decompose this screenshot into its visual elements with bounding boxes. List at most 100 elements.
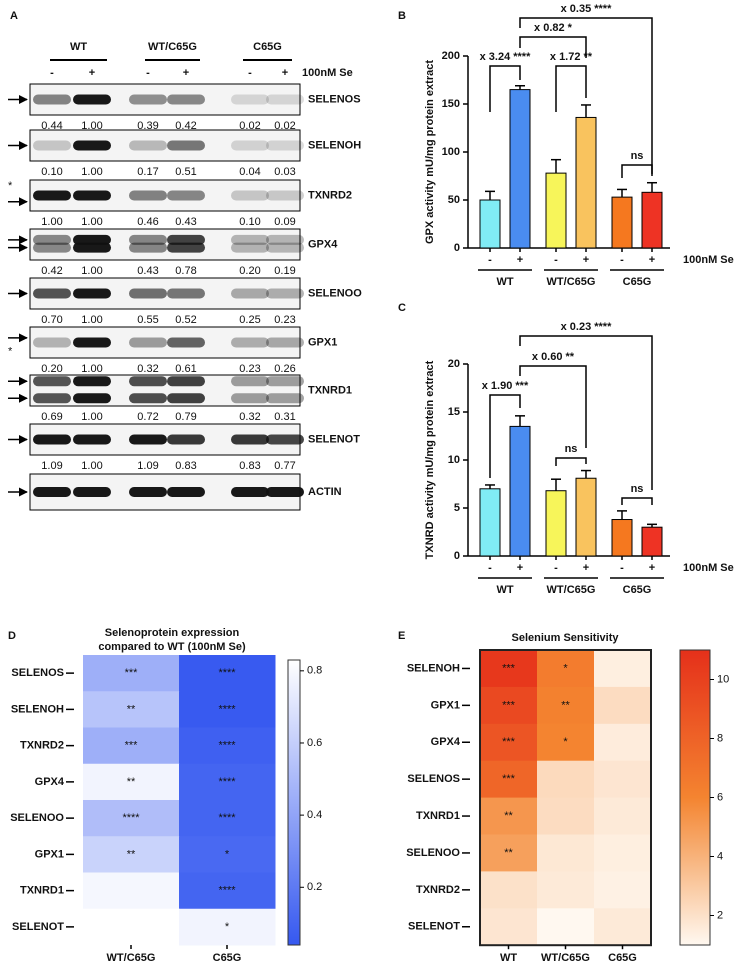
quant-label: 0.10 xyxy=(239,216,260,228)
colorbar xyxy=(287,659,301,946)
blot-band xyxy=(73,94,111,105)
heatmap-cell xyxy=(83,691,180,728)
heatmap-cell xyxy=(537,760,595,799)
blot-band xyxy=(231,242,269,253)
blot-band xyxy=(231,487,269,497)
heatmap-cell xyxy=(480,650,538,688)
heatmap-cell xyxy=(537,686,595,725)
quant-label: 0.79 xyxy=(175,411,196,423)
quant-label: 0.26 xyxy=(274,363,295,375)
x-tick-label: - xyxy=(554,254,558,266)
y-tick-label: 20 xyxy=(448,358,460,370)
significance-label: *** xyxy=(502,699,516,711)
quant-label: 0.19 xyxy=(274,265,295,277)
group-label: WT/C65G xyxy=(547,276,596,288)
blot-band xyxy=(129,94,167,105)
quant-label: 1.00 xyxy=(81,166,102,178)
blot-band xyxy=(33,393,71,404)
quant-label: 0.52 xyxy=(175,314,196,326)
significance-label: **** xyxy=(218,885,236,897)
significance-label: ** xyxy=(127,848,136,860)
row-label: SELENOH xyxy=(11,703,64,715)
blot-band xyxy=(33,94,71,105)
row-label: SELENOS xyxy=(11,667,64,679)
blot-band xyxy=(129,190,167,201)
bar xyxy=(611,196,633,249)
heatmap-cell xyxy=(83,800,180,837)
blot-band xyxy=(73,234,111,245)
quant-label: 0.42 xyxy=(41,265,62,277)
significance-label: x 0.82 * xyxy=(534,22,573,34)
heatmap-cell xyxy=(480,797,538,835)
quant-label: 1.00 xyxy=(41,216,62,228)
row-label: TXNRD2 xyxy=(416,884,460,896)
x-tick-label: + xyxy=(649,562,655,574)
x-tick-label: + xyxy=(583,254,589,266)
blot-band xyxy=(33,487,71,497)
panel-label: E xyxy=(398,630,405,642)
heatmap-cell xyxy=(83,763,180,801)
bar xyxy=(509,89,531,249)
quant-label: 1.00 xyxy=(81,265,102,277)
heatmap-cell xyxy=(480,871,538,909)
x-tick-label: + xyxy=(517,562,523,574)
bar xyxy=(509,425,531,557)
quant-label: 0.25 xyxy=(239,314,260,326)
quant-label: 0.02 xyxy=(274,120,295,132)
significance-label: **** xyxy=(122,812,140,824)
quant-label: 0.46 xyxy=(137,216,158,228)
quant-label: 0.77 xyxy=(274,460,295,472)
heatmap-cell xyxy=(594,723,652,762)
quant-label: 0.03 xyxy=(274,166,295,178)
quant-label: 1.00 xyxy=(81,460,102,472)
blot-band xyxy=(33,234,71,245)
x-tick-label: - xyxy=(554,562,558,574)
blot-band xyxy=(266,288,304,299)
blot-band xyxy=(266,140,304,151)
blot-band xyxy=(231,393,269,404)
panel-label: D xyxy=(8,630,16,642)
quant-label: 0.61 xyxy=(175,363,196,375)
quant-label: 1.00 xyxy=(81,120,102,132)
heatmap-cell xyxy=(179,727,276,765)
heatmap-cell xyxy=(480,760,538,799)
bar xyxy=(479,199,501,249)
row-label: SELENOH xyxy=(407,662,460,674)
quant-label: 0.32 xyxy=(239,411,260,423)
quant-label: 0.72 xyxy=(137,411,158,423)
blot-band xyxy=(167,393,205,404)
group-label: WT/C65G xyxy=(547,584,596,596)
blot-band xyxy=(33,376,71,387)
bar xyxy=(611,519,633,557)
blot-band xyxy=(129,337,167,348)
blot-band xyxy=(33,190,71,201)
significance-bracket xyxy=(555,457,587,466)
significance-label: ** xyxy=(504,810,513,822)
protein-label: ACTIN xyxy=(308,486,342,498)
row-label: SELENOT xyxy=(12,921,64,933)
quant-label: 0.78 xyxy=(175,265,196,277)
colorbar-tick-label: 2 xyxy=(717,909,723,921)
row-label: SELENOO xyxy=(406,847,460,859)
protein-label: SELENOT xyxy=(308,433,360,445)
quant-label: 1.00 xyxy=(81,411,102,423)
heatmap-cell xyxy=(537,908,595,946)
colorbar xyxy=(679,649,711,946)
significance-label: * xyxy=(563,662,568,674)
protein-label: SELENOO xyxy=(308,287,362,299)
heatmap-title: compared to WT (100nM Se) xyxy=(98,641,246,653)
blot-band xyxy=(167,376,205,387)
significance-label: *** xyxy=(125,667,139,679)
blot-band xyxy=(167,288,205,299)
protein-label: GPX1 xyxy=(308,336,337,348)
quant-label: 0.43 xyxy=(175,216,196,228)
blot-band xyxy=(266,376,304,387)
blot-band xyxy=(129,242,167,253)
blot-band xyxy=(73,393,111,404)
heatmap-cell xyxy=(480,834,538,872)
significance-bracket xyxy=(555,65,587,112)
y-tick-label: 100 xyxy=(442,146,460,158)
blot-band xyxy=(33,242,71,253)
quant-label: 0.44 xyxy=(41,120,62,132)
